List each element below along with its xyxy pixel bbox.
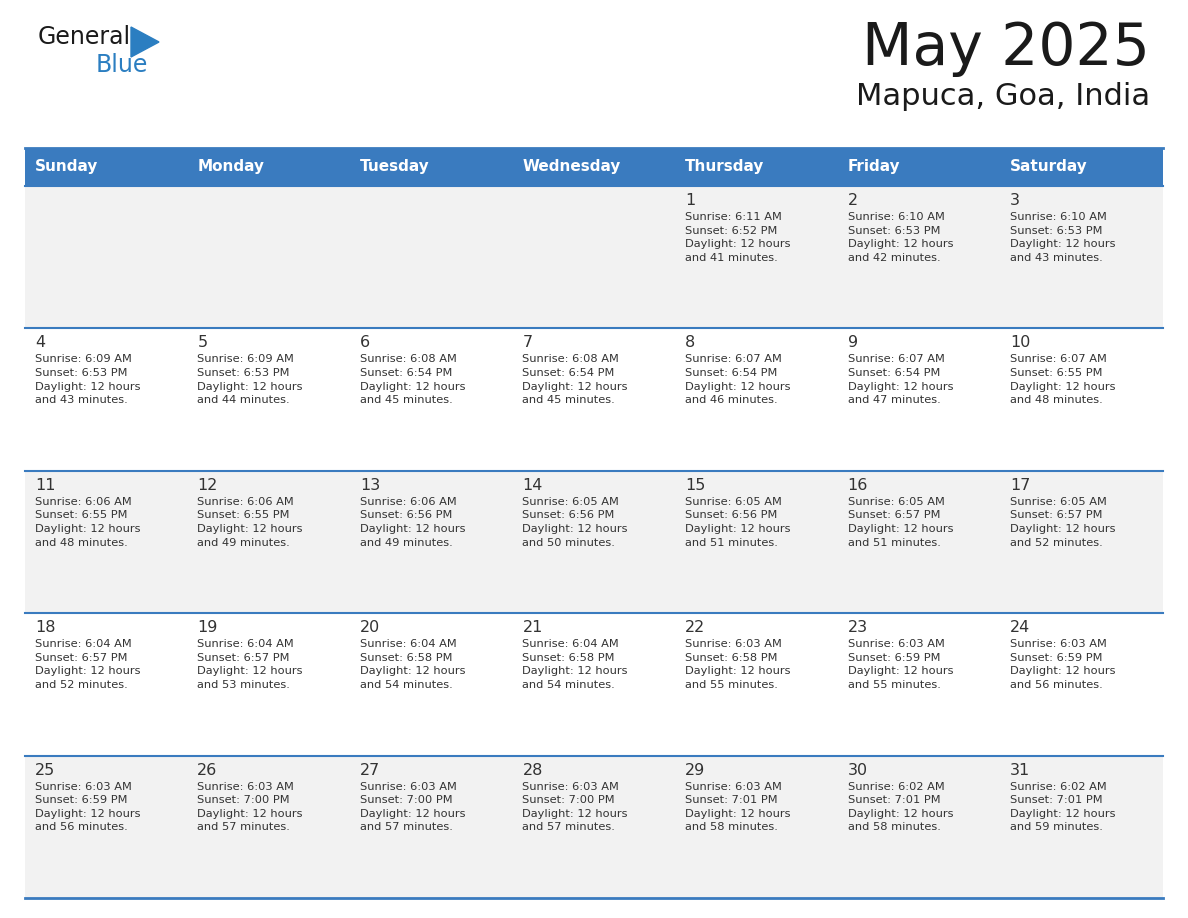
Text: 27: 27 (360, 763, 380, 778)
Text: 14: 14 (523, 477, 543, 493)
Text: Sunrise: 6:03 AM
Sunset: 7:00 PM
Daylight: 12 hours
and 57 minutes.: Sunrise: 6:03 AM Sunset: 7:00 PM Dayligh… (197, 781, 303, 833)
Text: Sunrise: 6:03 AM
Sunset: 7:00 PM
Daylight: 12 hours
and 57 minutes.: Sunrise: 6:03 AM Sunset: 7:00 PM Dayligh… (360, 781, 466, 833)
Bar (25, 186, 1163, 329)
Text: May 2025: May 2025 (862, 20, 1150, 77)
Text: 20: 20 (360, 621, 380, 635)
Text: Sunrise: 6:05 AM
Sunset: 6:57 PM
Daylight: 12 hours
and 51 minutes.: Sunrise: 6:05 AM Sunset: 6:57 PM Dayligh… (847, 497, 953, 548)
Text: 17: 17 (1010, 477, 1030, 493)
Text: 29: 29 (685, 763, 706, 778)
Text: 5: 5 (197, 335, 208, 351)
Text: Thursday: Thursday (685, 160, 764, 174)
Text: Sunrise: 6:03 AM
Sunset: 7:00 PM
Daylight: 12 hours
and 57 minutes.: Sunrise: 6:03 AM Sunset: 7:00 PM Dayligh… (523, 781, 628, 833)
Text: Sunrise: 6:03 AM
Sunset: 6:59 PM
Daylight: 12 hours
and 56 minutes.: Sunrise: 6:03 AM Sunset: 6:59 PM Dayligh… (1010, 639, 1116, 690)
Text: Sunrise: 6:05 AM
Sunset: 6:56 PM
Daylight: 12 hours
and 50 minutes.: Sunrise: 6:05 AM Sunset: 6:56 PM Dayligh… (523, 497, 628, 548)
Text: 22: 22 (685, 621, 706, 635)
Text: 8: 8 (685, 335, 695, 351)
Bar (25, 613, 1163, 756)
Text: 15: 15 (685, 477, 706, 493)
Text: 26: 26 (197, 763, 217, 778)
Text: Sunrise: 6:05 AM
Sunset: 6:56 PM
Daylight: 12 hours
and 51 minutes.: Sunrise: 6:05 AM Sunset: 6:56 PM Dayligh… (685, 497, 790, 548)
Text: 10: 10 (1010, 335, 1030, 351)
Text: Sunrise: 6:03 AM
Sunset: 6:59 PM
Daylight: 12 hours
and 56 minutes.: Sunrise: 6:03 AM Sunset: 6:59 PM Dayligh… (34, 781, 140, 833)
Text: Sunrise: 6:03 AM
Sunset: 6:59 PM
Daylight: 12 hours
and 55 minutes.: Sunrise: 6:03 AM Sunset: 6:59 PM Dayligh… (847, 639, 953, 690)
Text: 12: 12 (197, 477, 217, 493)
Bar (25, 148, 188, 186)
Text: Mapuca, Goa, India: Mapuca, Goa, India (855, 82, 1150, 111)
Text: Sunrise: 6:06 AM
Sunset: 6:55 PM
Daylight: 12 hours
and 49 minutes.: Sunrise: 6:06 AM Sunset: 6:55 PM Dayligh… (197, 497, 303, 548)
Text: 4: 4 (34, 335, 45, 351)
Text: 11: 11 (34, 477, 56, 493)
Text: Sunrise: 6:04 AM
Sunset: 6:57 PM
Daylight: 12 hours
and 52 minutes.: Sunrise: 6:04 AM Sunset: 6:57 PM Dayligh… (34, 639, 140, 690)
Text: Sunrise: 6:05 AM
Sunset: 6:57 PM
Daylight: 12 hours
and 52 minutes.: Sunrise: 6:05 AM Sunset: 6:57 PM Dayligh… (1010, 497, 1116, 548)
Text: Sunrise: 6:04 AM
Sunset: 6:58 PM
Daylight: 12 hours
and 54 minutes.: Sunrise: 6:04 AM Sunset: 6:58 PM Dayligh… (523, 639, 628, 690)
Text: Sunrise: 6:08 AM
Sunset: 6:54 PM
Daylight: 12 hours
and 45 minutes.: Sunrise: 6:08 AM Sunset: 6:54 PM Dayligh… (523, 354, 628, 405)
Text: 30: 30 (847, 763, 867, 778)
Text: Sunrise: 6:08 AM
Sunset: 6:54 PM
Daylight: 12 hours
and 45 minutes.: Sunrise: 6:08 AM Sunset: 6:54 PM Dayligh… (360, 354, 466, 405)
Bar (1000, 148, 1163, 186)
Text: General: General (38, 25, 131, 49)
Text: Friday: Friday (847, 160, 901, 174)
Text: 23: 23 (847, 621, 867, 635)
Text: Sunrise: 6:04 AM
Sunset: 6:57 PM
Daylight: 12 hours
and 53 minutes.: Sunrise: 6:04 AM Sunset: 6:57 PM Dayligh… (197, 639, 303, 690)
Text: Sunrise: 6:11 AM
Sunset: 6:52 PM
Daylight: 12 hours
and 41 minutes.: Sunrise: 6:11 AM Sunset: 6:52 PM Dayligh… (685, 212, 790, 263)
Text: Monday: Monday (197, 160, 264, 174)
Text: Sunrise: 6:06 AM
Sunset: 6:55 PM
Daylight: 12 hours
and 48 minutes.: Sunrise: 6:06 AM Sunset: 6:55 PM Dayligh… (34, 497, 140, 548)
Bar (513, 148, 675, 186)
Text: Sunrise: 6:10 AM
Sunset: 6:53 PM
Daylight: 12 hours
and 42 minutes.: Sunrise: 6:10 AM Sunset: 6:53 PM Dayligh… (847, 212, 953, 263)
Text: 19: 19 (197, 621, 217, 635)
Text: 31: 31 (1010, 763, 1030, 778)
Text: Sunrise: 6:09 AM
Sunset: 6:53 PM
Daylight: 12 hours
and 44 minutes.: Sunrise: 6:09 AM Sunset: 6:53 PM Dayligh… (197, 354, 303, 405)
Text: Tuesday: Tuesday (360, 160, 430, 174)
Text: Saturday: Saturday (1010, 160, 1088, 174)
Bar (188, 148, 350, 186)
Bar (838, 148, 1000, 186)
Text: Blue: Blue (96, 53, 148, 77)
Text: 13: 13 (360, 477, 380, 493)
Text: 25: 25 (34, 763, 55, 778)
Text: 7: 7 (523, 335, 532, 351)
Text: 28: 28 (523, 763, 543, 778)
Text: Sunrise: 6:03 AM
Sunset: 7:01 PM
Daylight: 12 hours
and 58 minutes.: Sunrise: 6:03 AM Sunset: 7:01 PM Dayligh… (685, 781, 790, 833)
Text: Sunrise: 6:02 AM
Sunset: 7:01 PM
Daylight: 12 hours
and 59 minutes.: Sunrise: 6:02 AM Sunset: 7:01 PM Dayligh… (1010, 781, 1116, 833)
Text: 16: 16 (847, 477, 868, 493)
Text: Sunrise: 6:03 AM
Sunset: 6:58 PM
Daylight: 12 hours
and 55 minutes.: Sunrise: 6:03 AM Sunset: 6:58 PM Dayligh… (685, 639, 790, 690)
Text: Sunrise: 6:09 AM
Sunset: 6:53 PM
Daylight: 12 hours
and 43 minutes.: Sunrise: 6:09 AM Sunset: 6:53 PM Dayligh… (34, 354, 140, 405)
Text: 21: 21 (523, 621, 543, 635)
Polygon shape (131, 27, 159, 57)
Text: Sunrise: 6:04 AM
Sunset: 6:58 PM
Daylight: 12 hours
and 54 minutes.: Sunrise: 6:04 AM Sunset: 6:58 PM Dayligh… (360, 639, 466, 690)
Text: 1: 1 (685, 193, 695, 208)
Bar (25, 756, 1163, 898)
Bar (675, 148, 838, 186)
Bar (25, 471, 1163, 613)
Text: Sunday: Sunday (34, 160, 99, 174)
Text: Sunrise: 6:10 AM
Sunset: 6:53 PM
Daylight: 12 hours
and 43 minutes.: Sunrise: 6:10 AM Sunset: 6:53 PM Dayligh… (1010, 212, 1116, 263)
Text: Sunrise: 6:07 AM
Sunset: 6:54 PM
Daylight: 12 hours
and 47 minutes.: Sunrise: 6:07 AM Sunset: 6:54 PM Dayligh… (847, 354, 953, 405)
Text: 9: 9 (847, 335, 858, 351)
Text: 2: 2 (847, 193, 858, 208)
Text: 6: 6 (360, 335, 369, 351)
Text: 24: 24 (1010, 621, 1030, 635)
Text: 18: 18 (34, 621, 56, 635)
Text: 3: 3 (1010, 193, 1020, 208)
Text: Sunrise: 6:02 AM
Sunset: 7:01 PM
Daylight: 12 hours
and 58 minutes.: Sunrise: 6:02 AM Sunset: 7:01 PM Dayligh… (847, 781, 953, 833)
Bar (25, 329, 1163, 471)
Text: Wednesday: Wednesday (523, 160, 621, 174)
Text: Sunrise: 6:06 AM
Sunset: 6:56 PM
Daylight: 12 hours
and 49 minutes.: Sunrise: 6:06 AM Sunset: 6:56 PM Dayligh… (360, 497, 466, 548)
Text: Sunrise: 6:07 AM
Sunset: 6:55 PM
Daylight: 12 hours
and 48 minutes.: Sunrise: 6:07 AM Sunset: 6:55 PM Dayligh… (1010, 354, 1116, 405)
Bar (350, 148, 513, 186)
Text: Sunrise: 6:07 AM
Sunset: 6:54 PM
Daylight: 12 hours
and 46 minutes.: Sunrise: 6:07 AM Sunset: 6:54 PM Dayligh… (685, 354, 790, 405)
